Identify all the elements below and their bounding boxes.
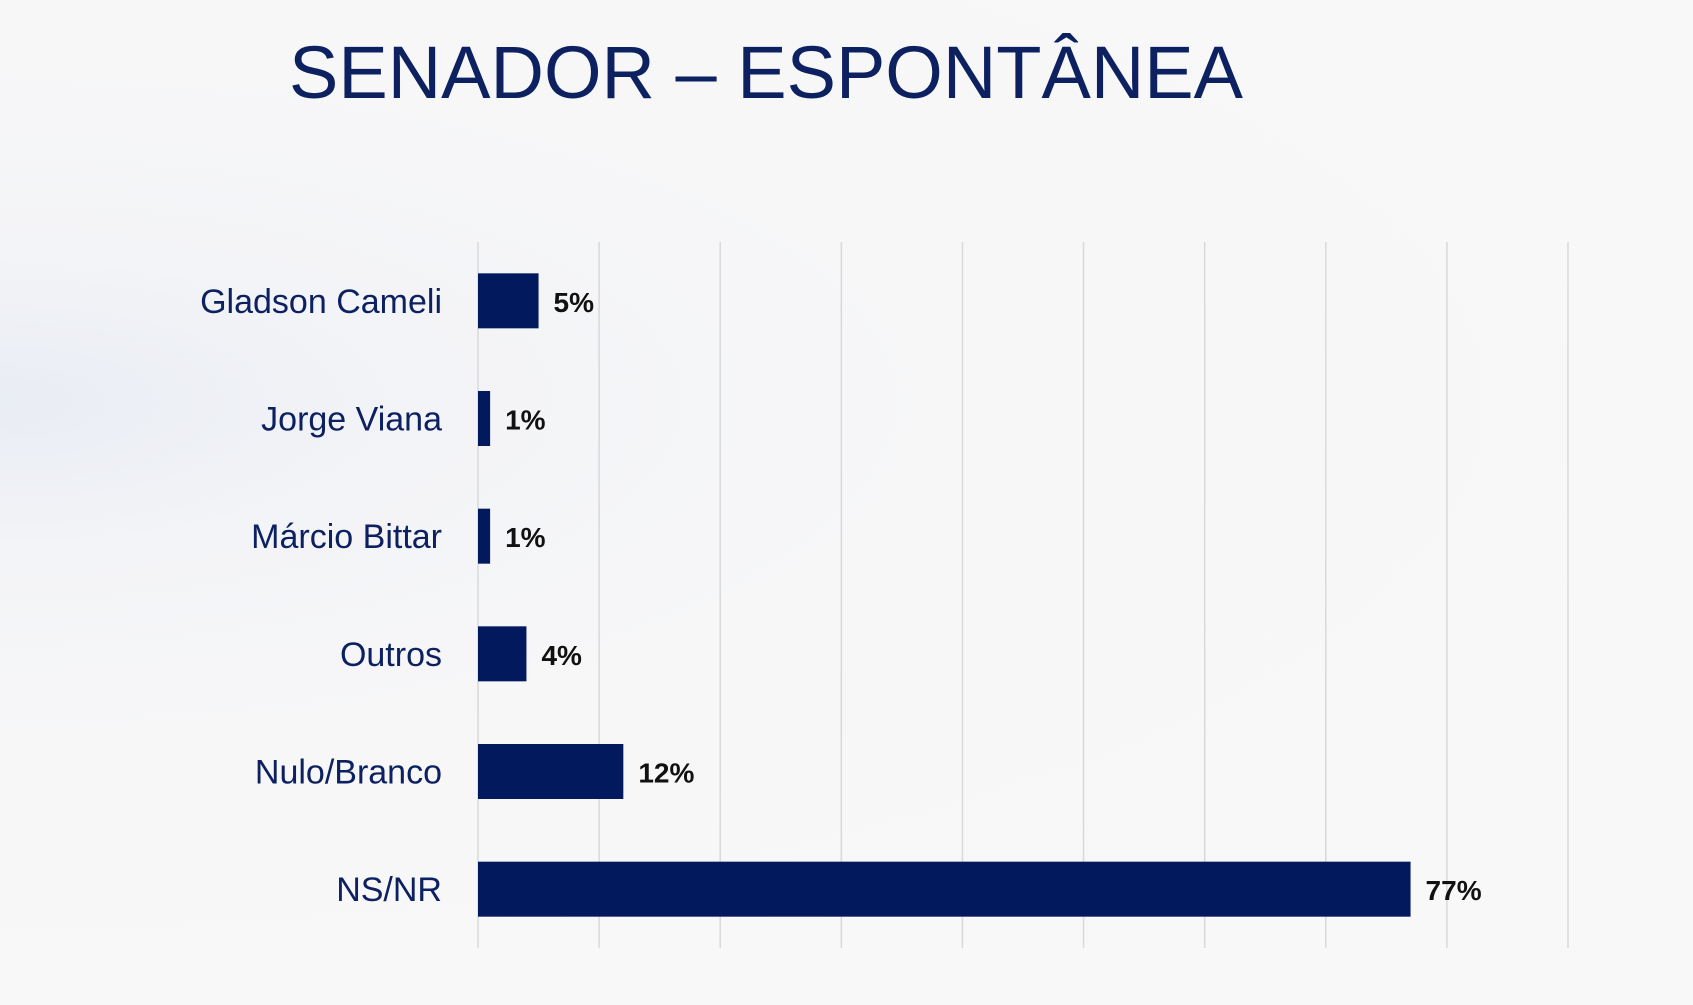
bar-2 <box>478 508 491 564</box>
category-label-0: Gladson Cameli <box>200 283 442 321</box>
category-label-1: Jorge Viana <box>261 401 442 439</box>
bar-1 <box>478 391 491 446</box>
category-label-3: Outros <box>340 636 442 674</box>
page-title: SENADOR – ESPONTÂNEA <box>289 31 1244 114</box>
value-label-3: 4% <box>541 640 582 671</box>
grid-lines <box>477 242 1569 948</box>
category-label-5: NS/NR <box>336 871 442 909</box>
bars <box>478 273 1411 917</box>
value-label-4: 12% <box>638 758 694 789</box>
bar-3 <box>478 626 527 682</box>
bar-0 <box>478 273 539 329</box>
bar-5 <box>478 861 1411 917</box>
category-label-2: Márcio Bittar <box>251 518 442 556</box>
bar-4 <box>478 744 624 799</box>
value-label-2: 1% <box>505 522 546 553</box>
value-label-0: 5% <box>554 287 595 318</box>
category-label-4: Nulo/Branco <box>255 754 442 792</box>
labels: Gladson Cameli 5% Jorge Viana 1% Márcio Bitt… <box>200 283 1482 909</box>
value-label-1: 1% <box>505 405 546 436</box>
value-label-5: 77% <box>1426 875 1482 906</box>
